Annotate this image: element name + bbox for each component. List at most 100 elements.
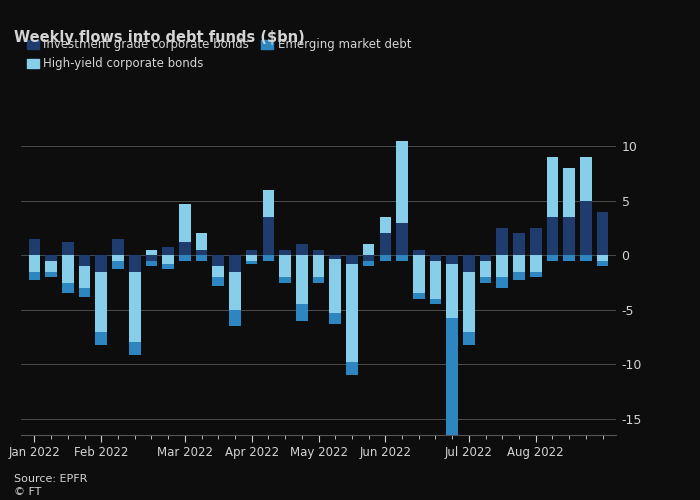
Bar <box>530 228 542 256</box>
Bar <box>212 266 224 277</box>
Bar <box>463 332 475 344</box>
Bar <box>547 256 559 260</box>
Bar <box>496 228 508 256</box>
Bar <box>46 260 57 272</box>
Bar <box>313 256 324 277</box>
Bar <box>146 256 158 260</box>
Bar <box>597 256 608 260</box>
Bar <box>129 272 141 342</box>
Bar <box>597 212 608 256</box>
Bar <box>129 256 141 272</box>
Bar <box>330 258 341 313</box>
Text: Source: EPFR: Source: EPFR <box>14 474 88 484</box>
Bar <box>430 299 441 304</box>
Bar <box>530 272 542 277</box>
Bar <box>62 256 74 282</box>
Bar <box>564 168 575 217</box>
Bar <box>246 260 258 264</box>
Bar <box>279 250 291 256</box>
Bar <box>530 256 542 272</box>
Bar <box>413 250 425 256</box>
Bar <box>480 260 491 277</box>
Bar <box>346 362 358 375</box>
Bar <box>112 256 124 260</box>
Bar <box>46 256 57 260</box>
Bar <box>162 264 174 270</box>
Bar <box>78 288 90 296</box>
Bar <box>29 256 40 272</box>
Bar <box>513 256 525 272</box>
Bar <box>564 256 575 260</box>
Bar <box>279 256 291 277</box>
Bar <box>246 256 258 260</box>
Bar <box>480 256 491 260</box>
Bar <box>62 242 74 256</box>
Bar <box>597 260 608 266</box>
Bar <box>396 141 408 222</box>
Bar <box>212 277 224 286</box>
Bar <box>580 201 592 256</box>
Bar <box>279 277 291 282</box>
Bar <box>346 264 358 362</box>
Bar <box>212 256 224 266</box>
Bar <box>95 256 107 272</box>
Bar <box>413 256 425 294</box>
Bar <box>196 256 207 260</box>
Bar <box>179 256 190 260</box>
Bar <box>363 256 375 260</box>
Bar <box>95 272 107 332</box>
Bar <box>112 239 124 256</box>
Bar <box>547 217 559 256</box>
Bar <box>179 204 190 242</box>
Bar <box>313 250 324 256</box>
Bar <box>313 277 324 282</box>
Bar <box>463 272 475 332</box>
Bar <box>413 294 425 299</box>
Bar <box>146 260 158 266</box>
Bar <box>580 256 592 260</box>
Bar <box>363 260 375 266</box>
Bar <box>580 157 592 201</box>
Bar <box>78 266 90 288</box>
Bar <box>229 272 241 310</box>
Bar <box>262 217 274 256</box>
Bar <box>330 313 341 324</box>
Bar <box>379 217 391 234</box>
Bar <box>95 332 107 344</box>
Bar <box>129 342 141 355</box>
Bar <box>547 157 559 217</box>
Bar <box>179 242 190 256</box>
Bar <box>146 250 158 256</box>
Bar <box>430 256 441 260</box>
Bar <box>513 272 525 280</box>
Bar <box>447 264 458 318</box>
Bar <box>229 256 241 272</box>
Bar <box>496 277 508 288</box>
Bar <box>564 217 575 256</box>
Legend: Investment grade corporate bonds, High-yield corporate bonds, Emerging market de: Investment grade corporate bonds, High-y… <box>27 38 411 70</box>
Bar <box>379 256 391 260</box>
Bar <box>396 222 408 256</box>
Bar <box>29 239 40 256</box>
Bar <box>496 256 508 277</box>
Bar <box>430 260 441 299</box>
Bar <box>262 256 274 260</box>
Bar <box>346 256 358 264</box>
Bar <box>78 256 90 266</box>
Bar <box>296 304 307 320</box>
Bar <box>480 277 491 282</box>
Bar <box>246 250 258 256</box>
Text: Weekly flows into debt funds ($bn): Weekly flows into debt funds ($bn) <box>14 30 304 45</box>
Bar <box>463 256 475 272</box>
Bar <box>262 190 274 217</box>
Bar <box>29 272 40 280</box>
Bar <box>296 256 307 304</box>
Bar <box>196 234 207 250</box>
Bar <box>112 260 124 270</box>
Bar <box>396 256 408 260</box>
Bar <box>162 246 174 256</box>
Bar <box>447 318 458 444</box>
Bar <box>196 250 207 256</box>
Bar <box>46 272 57 277</box>
Bar <box>229 310 241 326</box>
